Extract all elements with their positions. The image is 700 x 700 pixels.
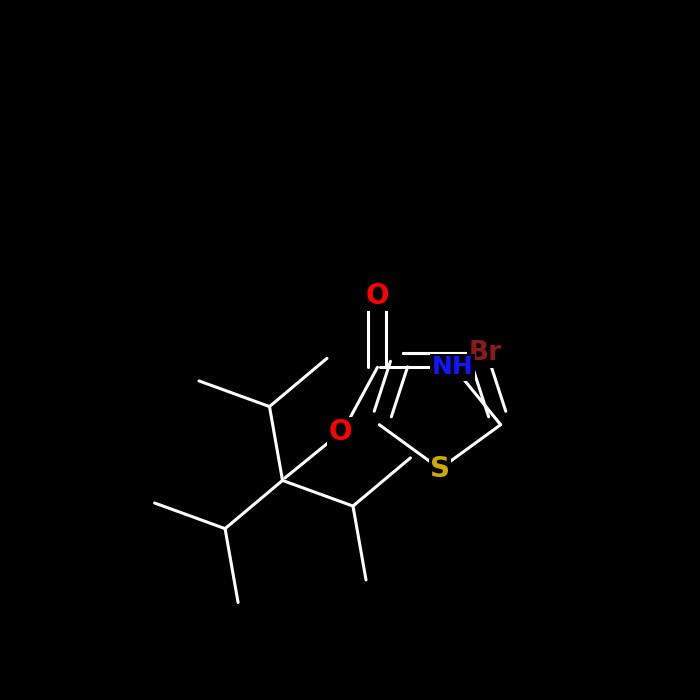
Text: NH: NH	[432, 356, 473, 379]
Text: Br: Br	[468, 340, 502, 366]
Text: O: O	[328, 418, 351, 446]
Text: S: S	[430, 455, 450, 483]
Text: O: O	[365, 282, 389, 310]
